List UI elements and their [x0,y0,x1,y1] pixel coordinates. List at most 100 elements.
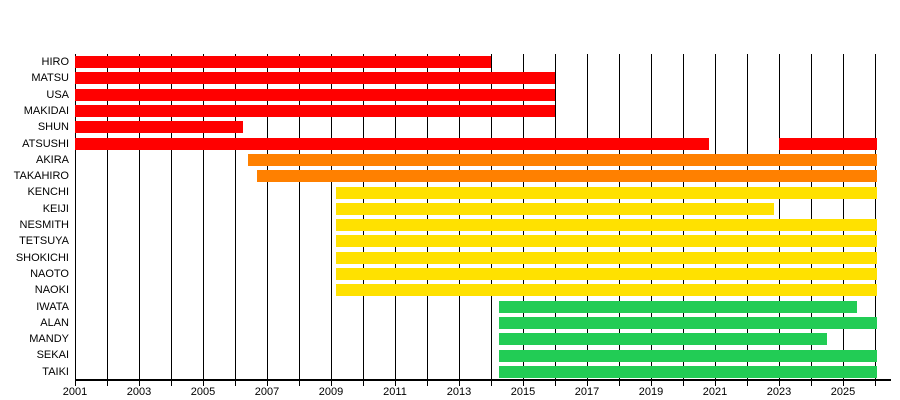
member-label: MAKIDAI [23,104,69,117]
timeline-bar [499,365,877,378]
year-gridline [747,54,748,380]
timeline-bar [257,170,877,183]
timeline-bar [499,316,877,329]
axis-tick [555,381,556,386]
axis-year-label: 2019 [638,386,664,398]
member-label: NAOTO [30,267,69,280]
axis-tick [459,381,460,386]
axis-tick [619,381,620,386]
axis-year-label: 2015 [510,386,536,398]
axis-year-label: 2017 [574,386,600,398]
axis-tick [587,381,588,386]
year-gridline [171,54,172,380]
timeline-bar [247,153,877,166]
member-label: IWATA [36,300,69,313]
axis-tick [75,381,76,386]
year-gridline [107,54,108,380]
member-label: TETSUYA [19,235,69,248]
axis-tick [427,381,428,386]
axis-year-label: 2013 [446,386,472,398]
year-gridline [875,54,876,380]
timeline-bar [75,56,491,69]
axis-year-label: 2007 [254,386,280,398]
axis-tick [523,381,524,386]
year-gridline [587,54,588,380]
timeline-bar [336,202,775,215]
x-axis-line [75,379,891,381]
member-label: SEKAI [36,349,69,362]
timeline-bar [75,72,555,85]
timeline-bar [336,186,877,199]
member-label: MANDY [29,333,69,346]
member-label: ATSUSHI [22,137,69,150]
axis-tick [651,381,652,386]
axis-tick [171,381,172,386]
timeline-bar [75,121,243,134]
member-label: TAKAHIRO [13,170,69,183]
timeline-bar [336,235,877,248]
axis-year-label: 2005 [190,386,216,398]
year-gridline [555,54,556,380]
member-label: MATSU [31,72,69,85]
timeline-bar [75,105,555,118]
member-label: AKIRA [35,153,69,166]
axis-year-label: 2009 [318,386,344,398]
axis-tick [203,381,204,386]
year-gridline [715,54,716,380]
axis-year-label: 2011 [383,386,407,398]
year-gridline [267,54,268,380]
axis-tick [267,381,268,386]
axis-year-label: 2003 [126,386,152,398]
year-gridline [491,54,492,380]
member-label: NESMITH [19,219,70,231]
year-gridline [139,54,140,380]
member-label: ALAN [40,316,69,329]
year-gridline [75,54,76,380]
axis-tick [683,381,684,386]
axis-year-label: 2021 [702,386,728,398]
axis-tick [491,381,492,386]
axis-tick [747,381,748,386]
axis-tick [395,381,396,386]
axis-tick [875,381,876,386]
axis-year-label: 2001 [62,386,88,398]
timeline-bar [336,251,877,264]
year-gridline [523,54,524,380]
member-label: TAIKI [42,365,69,378]
member-label: SHUN [37,121,69,134]
timeline-bar [75,137,709,150]
axis-tick [139,381,140,386]
year-gridline [843,54,844,380]
member-label: KENCHI [27,186,69,199]
axis-tick [107,381,108,386]
axis-tick [779,381,780,386]
year-gridline [651,54,652,380]
axis-tick [843,381,844,386]
year-gridline [427,54,428,380]
year-gridline [395,54,396,380]
timeline-bar [336,284,877,297]
year-gridline [459,54,460,380]
axis-tick [235,381,236,386]
member-label: HIRO [41,56,70,68]
year-gridline [299,54,300,380]
axis-tick [811,381,812,386]
year-gridline [811,54,812,380]
timeline-bar [336,268,877,281]
member-label: KEIJI [42,202,69,215]
year-gridline [363,54,364,380]
year-gridline [619,54,620,380]
timeline-bar [779,137,877,150]
year-gridline [235,54,236,380]
axis-year-label: 2025 [830,386,856,398]
axis-year-label: 2023 [766,386,792,398]
member-label: NAOKI [34,284,69,297]
timeline-bar [75,88,555,101]
member-label: USA [46,88,69,101]
timeline-bar [499,349,877,362]
axis-tick [363,381,364,386]
axis-tick [299,381,300,386]
year-gridline [779,54,780,380]
